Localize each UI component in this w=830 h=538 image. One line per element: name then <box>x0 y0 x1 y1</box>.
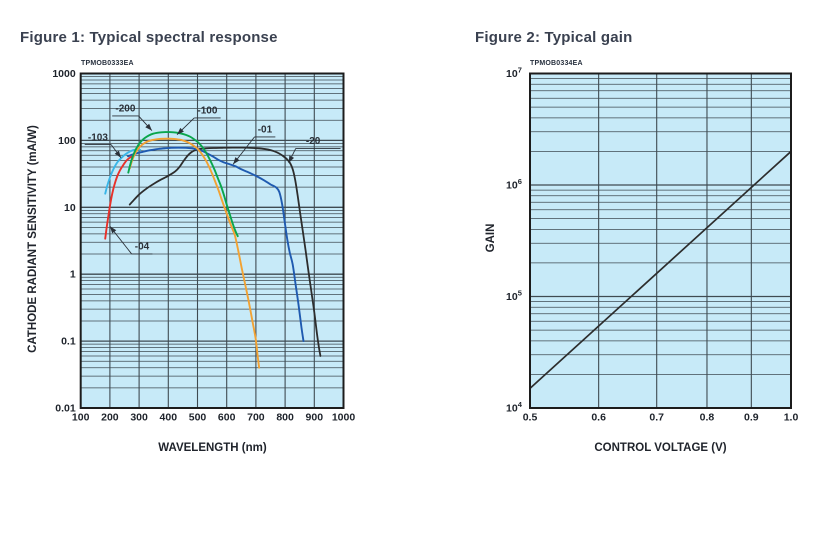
spectral-response-chart: -200 -100-103-01-20-0410001001010.10.0110… <box>52 68 356 424</box>
figure2-x-axis-label: CONTROL VOLTAGE (V) <box>594 442 727 454</box>
callout-arrowhead <box>109 226 117 234</box>
y-tick-label: 1 <box>70 269 76 281</box>
grid <box>80 73 345 408</box>
series--100 <box>128 137 261 369</box>
x-tick-label: 0.8 <box>700 412 715 424</box>
x-tick-label: 500 <box>189 412 207 424</box>
x-tick-label: 700 <box>247 412 265 424</box>
x-tick-label: 0.7 <box>649 412 664 424</box>
plot-border <box>529 72 792 409</box>
x-tick-label: 1.0 <box>784 412 799 424</box>
figure1-title: Figure 1: Typical spectral response <box>20 29 278 46</box>
plot-background <box>530 73 791 408</box>
series--103 <box>104 148 142 195</box>
y-tick-label: 106 <box>506 177 522 192</box>
figure1-y-axis-label: CATHODE RADIANT SENSITIVITY (mA/W) <box>27 125 39 353</box>
callout-arrowhead <box>114 150 121 158</box>
series--01 <box>127 146 305 343</box>
callout-arrowhead <box>177 127 184 135</box>
y-tick-label: 1000 <box>52 68 76 80</box>
series--20 <box>128 146 322 357</box>
figure2-chart-id: TPMOB0334EA <box>530 60 583 67</box>
series--04 <box>104 155 134 240</box>
plot-border <box>79 72 345 409</box>
series--200 <box>127 131 239 238</box>
series-gain <box>529 150 792 390</box>
grid <box>529 73 792 408</box>
callout-arrowhead <box>288 155 295 163</box>
y-tick-label: 105 <box>506 289 522 304</box>
curve-label: -20 <box>306 136 321 147</box>
x-tick-label: 100 <box>72 412 90 424</box>
plot-background <box>80 73 344 408</box>
callout-arrowhead <box>233 157 240 165</box>
x-tick-label: 1000 <box>332 412 356 424</box>
figure1-x-axis-label: WAVELENGTH (nm) <box>158 442 267 454</box>
curve-label: -103 <box>88 132 108 143</box>
x-tick-label: 0.6 <box>591 412 606 424</box>
x-tick-label: 0.9 <box>744 412 759 424</box>
x-tick-label: 600 <box>218 412 236 424</box>
curve-label: -200 <box>115 104 135 115</box>
x-tick-label: 900 <box>306 412 324 424</box>
x-tick-label: 800 <box>276 412 294 424</box>
x-tick-label: 400 <box>160 412 178 424</box>
y-tick-label: 0.1 <box>61 336 76 348</box>
figure2-title: Figure 2: Typical gain <box>475 29 633 46</box>
y-tick-label: 0.01 <box>55 403 76 415</box>
y-tick-label: 100 <box>58 135 76 147</box>
x-tick-label: 200 <box>101 412 119 424</box>
x-tick-label: 0.5 <box>523 412 538 424</box>
curve-label: -01 <box>258 125 273 136</box>
curve-label: -04 <box>135 242 150 253</box>
x-tick-label: 300 <box>130 412 148 424</box>
curve-label: -100 <box>197 106 217 117</box>
y-tick-label: 107 <box>506 66 522 81</box>
figure1-chart-id: TPMOB0333EA <box>81 60 134 67</box>
callout-arrowhead <box>145 123 152 131</box>
y-tick-label: 104 <box>506 400 523 415</box>
y-tick-label: 10 <box>64 202 76 214</box>
